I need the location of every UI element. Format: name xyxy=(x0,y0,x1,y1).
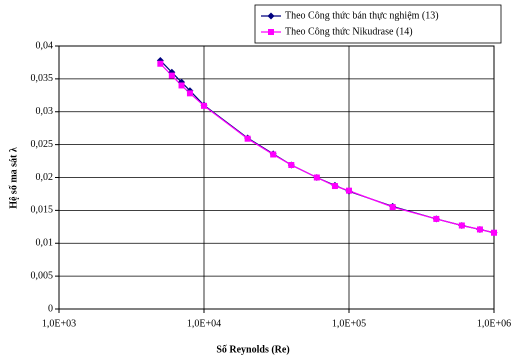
y-tick-label: 0,015 xyxy=(31,205,54,216)
x-tick-label: 1,0E+05 xyxy=(332,318,366,329)
marker xyxy=(288,162,295,169)
marker xyxy=(476,226,483,233)
legend-box xyxy=(254,4,502,44)
marker xyxy=(178,82,185,89)
marker xyxy=(491,229,497,236)
y-tick-label: 0,04 xyxy=(36,40,54,51)
y-tick-label: 0 xyxy=(48,303,53,314)
marker xyxy=(270,151,277,158)
marker xyxy=(389,204,396,211)
marker xyxy=(244,135,251,142)
x-tick-label: 1,0E+03 xyxy=(42,318,76,329)
y-tick-label: 0,03 xyxy=(36,106,54,117)
marker xyxy=(313,174,320,181)
y-tick-label: 0,025 xyxy=(31,139,54,150)
x-tick-label: 1,0E+06 xyxy=(477,318,511,329)
marker xyxy=(346,187,352,194)
marker xyxy=(168,72,175,79)
marker xyxy=(157,60,164,67)
x-axis-label: Số Reynolds (Re) xyxy=(216,344,289,355)
y-tick-label: 0,035 xyxy=(31,73,54,84)
y-tick-label: 0,01 xyxy=(36,238,54,249)
marker xyxy=(458,222,465,229)
legend-marker xyxy=(267,12,275,20)
y-axis-label: Hệ số ma sát λ xyxy=(8,147,19,209)
legend-marker xyxy=(268,29,274,35)
legend-label: Theo Công thức Nikudrase (14) xyxy=(285,26,413,37)
legend-label: Theo Công thức bán thực nghiệm (13) xyxy=(285,10,439,21)
x-tick-label: 1,0E+04 xyxy=(187,318,221,329)
y-tick-label: 0,02 xyxy=(36,172,54,183)
marker xyxy=(201,102,207,109)
marker xyxy=(433,215,440,222)
marker xyxy=(186,90,193,97)
series-line xyxy=(159,63,495,234)
y-tick-label: 0,005 xyxy=(31,270,54,281)
marker xyxy=(331,183,338,190)
